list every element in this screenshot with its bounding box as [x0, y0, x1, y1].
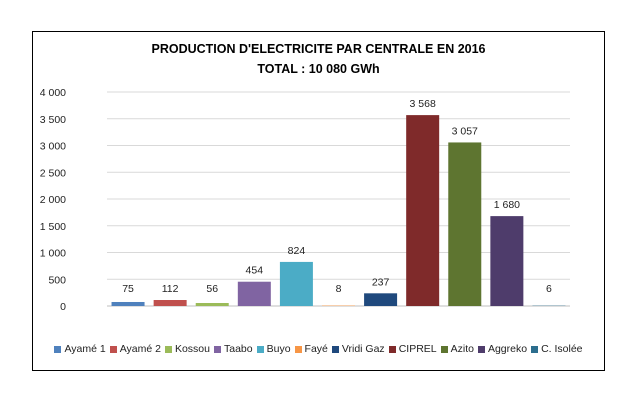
data-label: 8: [336, 283, 342, 295]
chart-legend: Ayamé 1 Ayamé 2 Kossou Taabo Buyo Fayé Vridi G…: [32, 343, 605, 355]
legend-item: Buyo: [256, 343, 291, 355]
legend-item: C. Isolée: [531, 343, 583, 355]
data-label: 3 568: [410, 98, 436, 110]
legend-item: Taabo: [214, 343, 253, 355]
data-label: 454: [246, 265, 264, 277]
legend-swatch: [440, 345, 448, 353]
legend-swatch: [294, 345, 302, 353]
y-tick-label: 4 000: [40, 87, 66, 99]
legend-label: Ayamé 2: [119, 343, 161, 355]
data-label: 237: [372, 276, 390, 288]
y-tick-label: 2 500: [40, 167, 66, 179]
chart-subtitle: TOTAL : 10 080 GWh: [257, 62, 380, 76]
legend-swatch: [477, 345, 485, 353]
data-label: 824: [288, 245, 306, 257]
legend-swatch: [109, 345, 117, 353]
bar-buyo: [279, 261, 313, 306]
legend-swatch: [214, 345, 221, 353]
legend-label: Taabo: [224, 343, 253, 355]
legend-swatch: [331, 345, 339, 353]
data-label: 3 057: [452, 125, 478, 137]
bar-kossou: [195, 303, 229, 306]
y-tick-label: 3 500: [40, 114, 66, 126]
legend-item: Aggreko: [477, 343, 528, 355]
data-label: 75: [122, 283, 134, 295]
legend-item: Ayamé 2: [109, 343, 161, 355]
legend-swatch: [54, 345, 62, 353]
legend-label: Buyo: [266, 343, 291, 355]
legend-item: CIPREL: [388, 343, 437, 355]
legend-item: Fayé: [294, 343, 328, 355]
bar-azito: [448, 142, 482, 306]
legend-item: Kossou: [164, 343, 210, 355]
legend-swatch: [256, 345, 264, 353]
legend-label: Azito: [450, 343, 474, 355]
legend-label: Aggreko: [487, 343, 528, 355]
legend-label: Kossou: [174, 343, 210, 355]
legend-label: Ayamé 1: [64, 343, 106, 355]
data-label: 1 680: [494, 199, 520, 211]
bar-vridi-gaz: [364, 293, 398, 306]
legend-item: Azito: [440, 343, 474, 355]
chart-title: PRODUCTION D'ELECTRICITE PAR CENTRALE EN…: [151, 42, 486, 56]
bar-ayam-1: [111, 301, 145, 306]
data-label: 6: [546, 283, 552, 295]
y-tick-label: 3 000: [40, 141, 66, 153]
y-tick-label: 0: [60, 301, 66, 313]
bar-ayam-2: [153, 300, 187, 306]
legend-label: CIPREL: [398, 343, 437, 355]
bar-aggreko: [490, 216, 524, 306]
legend-item: Vridi Gaz: [331, 343, 385, 355]
legend-label: Vridi Gaz: [341, 343, 385, 355]
legend-swatch: [531, 345, 539, 353]
y-tick-label: 2 000: [40, 194, 66, 206]
bar-taabo: [237, 281, 271, 306]
y-tick-label: 1 000: [40, 248, 66, 260]
legend-label: C. Isolée: [541, 343, 583, 355]
legend-swatch: [388, 345, 396, 353]
y-tick-label: 500: [48, 274, 66, 286]
legend-item: Ayamé 1: [54, 343, 106, 355]
data-label: 56: [206, 283, 218, 295]
data-label: 112: [162, 283, 179, 295]
legend-label: Fayé: [304, 343, 328, 355]
legend-swatch: [164, 345, 172, 353]
y-tick-label: 1 500: [40, 221, 66, 233]
chart-frame: [32, 31, 605, 371]
bar-ciprel: [406, 115, 440, 306]
